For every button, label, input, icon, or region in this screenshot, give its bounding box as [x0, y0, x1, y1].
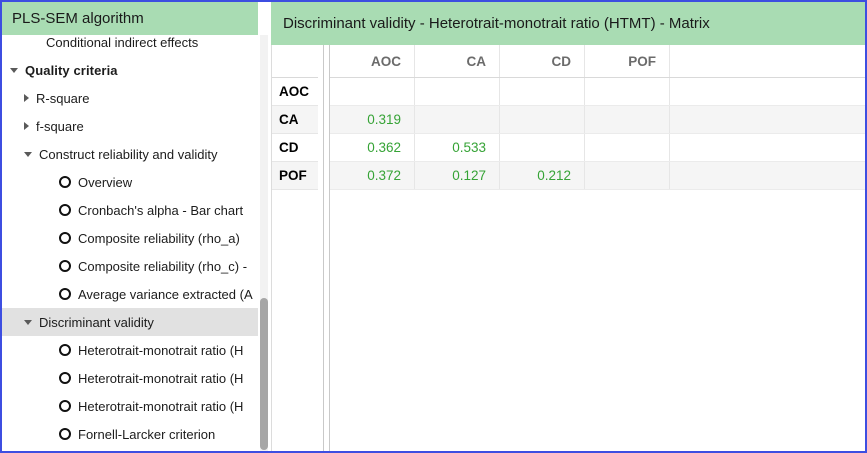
sidebar-item-label: Fornell-Larcker criterion	[78, 426, 216, 442]
column-header-pof[interactable]: POF	[585, 45, 670, 77]
sidebar-item-label: Cronbach's alpha - Bar chart	[78, 202, 244, 218]
htmt-matrix: AOC CA CD POF AOC CA CD POF	[271, 45, 865, 451]
sidebar-item-label: Composite reliability (rho_c) -	[78, 258, 248, 274]
row-header-filler	[272, 190, 318, 451]
matrix-row-header-column: AOC CA CD POF	[272, 45, 318, 451]
circle-icon	[59, 176, 71, 188]
sidebar-item-r-square[interactable]: R-square	[2, 84, 258, 112]
sidebar-item-overview[interactable]: Overview	[2, 168, 258, 196]
circle-icon	[59, 400, 71, 412]
cell-aoc-aoc[interactable]	[330, 78, 415, 105]
cell-filler	[670, 78, 865, 105]
matrix-row-aoc	[330, 78, 865, 106]
cell-ca-cd[interactable]	[500, 106, 585, 133]
main-pane-title: Discriminant validity - Heterotrait-mono…	[271, 2, 865, 45]
sidebar-item-label: Discriminant validity	[39, 314, 154, 330]
triangle-down-icon	[24, 319, 32, 325]
sidebar-item-label: R-square	[36, 90, 90, 106]
triangle-down-icon	[10, 67, 18, 73]
sidebar-item-composite-reliability-rho-a[interactable]: Composite reliability (rho_a)	[2, 224, 258, 252]
row-header-ca[interactable]: CA	[272, 106, 318, 134]
triangle-down-icon	[24, 151, 32, 157]
cell-pof-cd[interactable]: 0.212	[500, 162, 585, 189]
sidebar-item-label: Heterotrait-monotrait ratio (H	[78, 398, 244, 414]
sidebar-item-label: Average variance extracted (A	[78, 286, 253, 302]
results-main-pane: Discriminant validity - Heterotrait-mono…	[271, 2, 865, 451]
cell-pof-ca[interactable]: 0.127	[415, 162, 500, 189]
matrix-row-cd: 0.362 0.533	[330, 134, 865, 162]
cell-ca-ca[interactable]	[415, 106, 500, 133]
circle-icon	[59, 260, 71, 272]
sidebar-item-htmt-2[interactable]: Heterotrait-monotrait ratio (H	[2, 364, 258, 392]
column-header-aoc[interactable]: AOC	[330, 45, 415, 77]
matrix-row-ca: 0.319	[330, 106, 865, 134]
cell-filler	[670, 162, 865, 189]
row-header-pof[interactable]: POF	[272, 162, 318, 190]
sidebar-item-label: Overview	[78, 174, 133, 190]
sidebar-scrollbar-thumb[interactable]	[260, 298, 268, 450]
sidebar-pane-title: PLS-SEM algorithm	[2, 2, 258, 35]
circle-icon	[59, 232, 71, 244]
sidebar-item-label: Construct reliability and validity	[39, 146, 218, 162]
sidebar-item-cronbachs-alpha-bar-chart[interactable]: Cronbach's alpha - Bar chart	[2, 196, 258, 224]
sidebar-item-fornell-larcker-criterion[interactable]: Fornell-Larcker criterion	[2, 420, 258, 448]
matrix-pane-splitter[interactable]	[323, 45, 330, 451]
sidebar-item-label: f-square	[36, 118, 84, 134]
column-header-cd[interactable]: CD	[500, 45, 585, 77]
row-header-aoc[interactable]: AOC	[272, 78, 318, 106]
cell-filler	[670, 134, 865, 161]
matrix-row-pof: 0.372 0.127 0.212	[330, 162, 865, 190]
cell-ca-aoc[interactable]: 0.319	[330, 106, 415, 133]
triangle-right-icon	[24, 94, 29, 102]
sidebar-item-conditional-indirect-effects[interactable]: Conditional indirect effects	[2, 35, 258, 56]
cell-cd-cd[interactable]	[500, 134, 585, 161]
sidebar-item-label: Heterotrait-monotrait ratio (H	[78, 342, 244, 358]
sidebar-item-htmt-1[interactable]: Heterotrait-monotrait ratio (H	[2, 336, 258, 364]
sidebar-item-label: Quality criteria	[25, 62, 118, 78]
triangle-right-icon	[24, 122, 29, 130]
sidebar-item-label: Composite reliability (rho_a)	[78, 230, 240, 246]
matrix-column-header-row: AOC CA CD POF	[330, 45, 865, 78]
column-header-ca[interactable]: CA	[415, 45, 500, 77]
matrix-corner-cell	[272, 45, 318, 78]
column-header-filler	[670, 45, 865, 77]
sidebar-scrollbar-track[interactable]	[260, 35, 268, 451]
results-tree: Conditional indirect effects Quality cri…	[2, 35, 258, 451]
sidebar-scrollbar	[258, 2, 271, 451]
cell-pof-pof[interactable]	[585, 162, 670, 189]
cell-aoc-ca[interactable]	[415, 78, 500, 105]
sidebar-item-label: Heterotrait-monotrait ratio (H	[78, 370, 244, 386]
sidebar-item-quality-criteria[interactable]: Quality criteria	[2, 56, 258, 84]
cell-cd-pof[interactable]	[585, 134, 670, 161]
sidebar-item-construct-reliability-validity[interactable]: Construct reliability and validity	[2, 140, 258, 168]
circle-icon	[59, 372, 71, 384]
sidebar-item-htmt-3[interactable]: Heterotrait-monotrait ratio (H	[2, 392, 258, 420]
row-header-cd[interactable]: CD	[272, 134, 318, 162]
cell-cd-ca[interactable]: 0.533	[415, 134, 500, 161]
sidebar-item-label: Conditional indirect effects	[46, 35, 199, 50]
sidebar-item-discriminant-validity[interactable]: Discriminant validity	[2, 308, 258, 336]
matrix-grid: AOC CA CD POF 0.319	[330, 45, 865, 451]
sidebar-item-composite-reliability-rho-c[interactable]: Composite reliability (rho_c) -	[2, 252, 258, 280]
circle-icon	[59, 204, 71, 216]
cell-ca-pof[interactable]	[585, 106, 670, 133]
circle-icon	[59, 288, 71, 300]
cell-aoc-cd[interactable]	[500, 78, 585, 105]
sidebar-item-average-variance-extracted[interactable]: Average variance extracted (A	[2, 280, 258, 308]
cell-aoc-pof[interactable]	[585, 78, 670, 105]
circle-icon	[59, 344, 71, 356]
cell-filler	[670, 106, 865, 133]
sidebar-item-f-square[interactable]: f-square	[2, 112, 258, 140]
circle-icon	[59, 428, 71, 440]
results-navigation-sidebar: PLS-SEM algorithm Conditional indirect e…	[2, 2, 258, 451]
cell-cd-aoc[interactable]: 0.362	[330, 134, 415, 161]
cell-pof-aoc[interactable]: 0.372	[330, 162, 415, 189]
matrix-empty-area	[330, 190, 865, 451]
